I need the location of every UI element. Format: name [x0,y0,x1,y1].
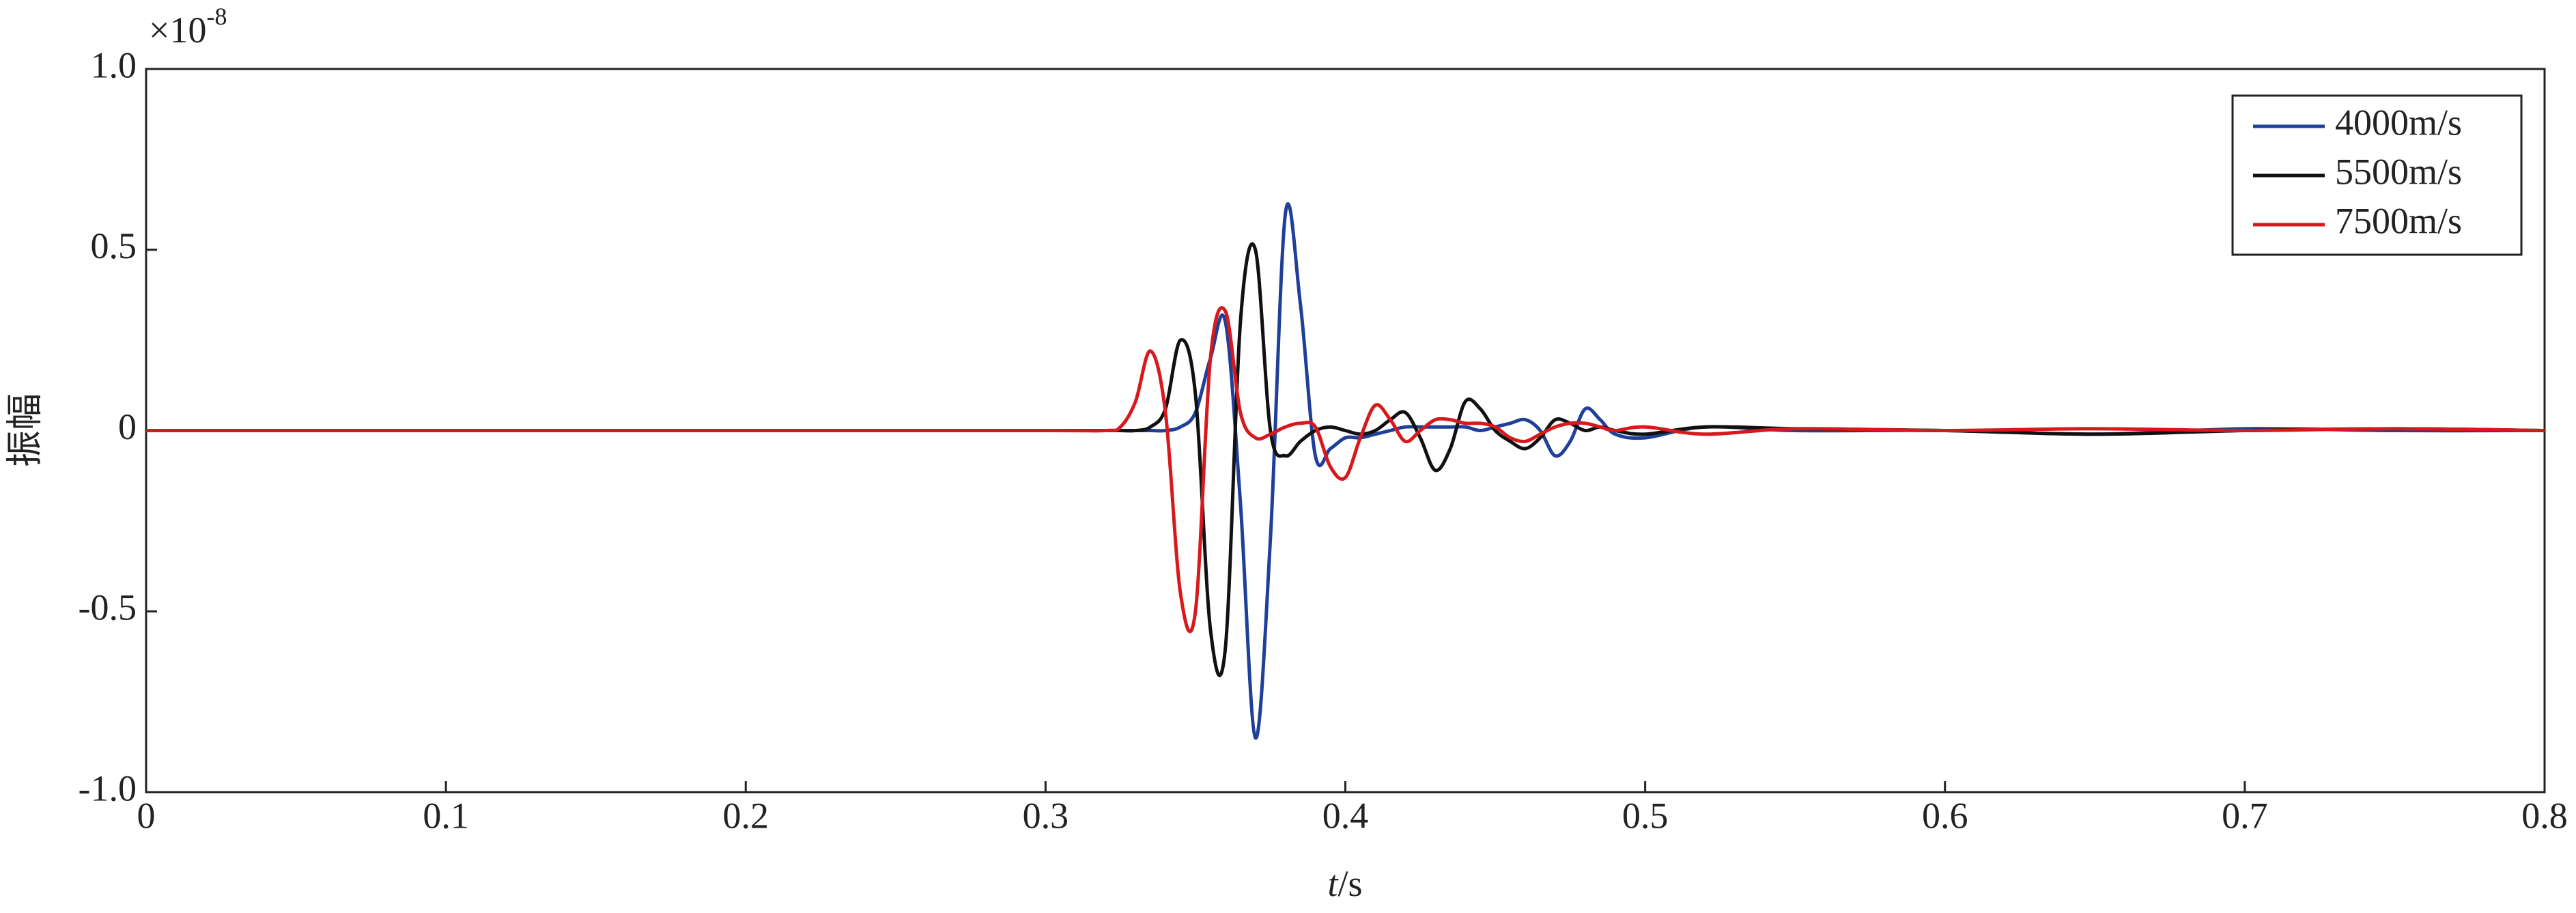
series-line [146,242,2545,677]
x-tick-label: 0.8 [2521,795,2568,836]
y-tick-label: -1.0 [79,768,137,809]
series-line [146,306,2545,634]
x-tick-label: 0.1 [423,795,469,836]
y-tick-label: 0.5 [91,225,137,266]
legend-label: 5500m/s [2335,151,2462,192]
x-label-unit: /s [1337,863,1362,904]
y-tick-label: 1.0 [91,44,137,85]
legend-box [2231,94,2523,256]
legend-label: 7500m/s [2335,200,2462,241]
y-scale-note: ×10-8 [149,3,227,51]
legend-label: 4000m/s [2335,102,2462,143]
x-tick-label: 0.3 [1023,795,1069,836]
y-scale-exponent: -8 [206,3,227,30]
x-tick-label: 0.6 [1922,795,1968,836]
x-axis-label: t/s [1327,863,1362,904]
x-tick-label: 0.7 [2222,795,2268,836]
x-tick-label: 0 [137,795,156,836]
x-tick-label: 0.4 [1322,795,1369,836]
y-tick-label: -0.5 [79,587,137,628]
x-label-var: t [1327,863,1339,904]
y-axis-label: 振幅 [3,393,46,467]
y-tick-label: 0 [118,406,137,447]
x-tick-label: 0.5 [1622,795,1669,836]
y-scale-base: ×10 [149,10,206,51]
x-tick-label: 0.2 [723,795,769,836]
series-line [146,202,2545,740]
